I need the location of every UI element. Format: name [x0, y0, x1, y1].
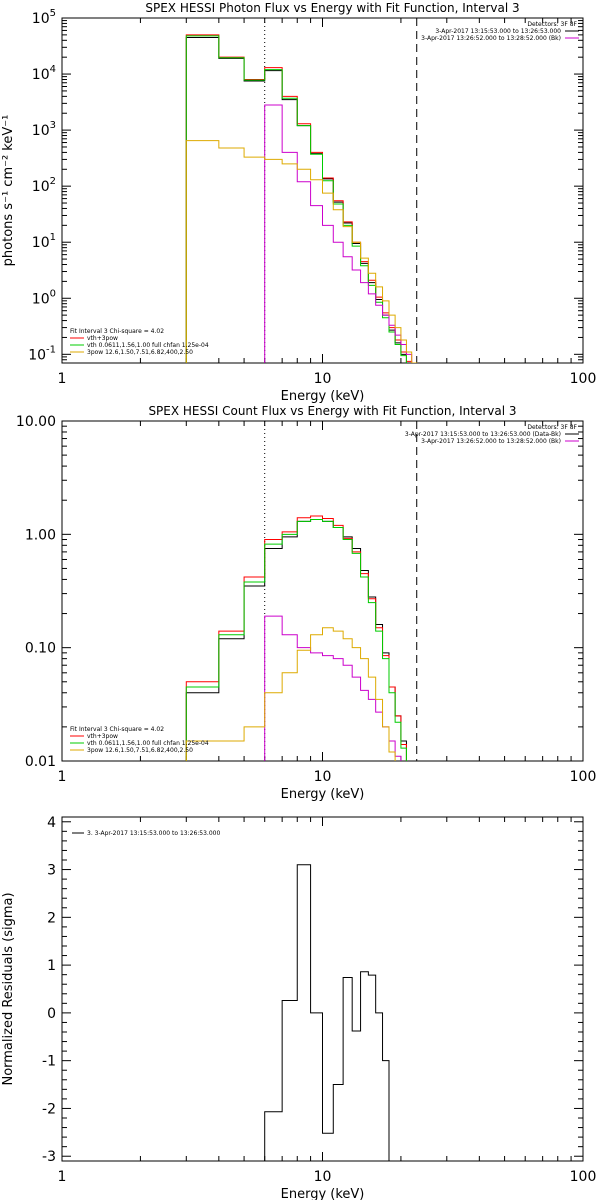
y-tick-base: 10	[32, 235, 50, 251]
legend-entry: vth+3pow	[87, 335, 118, 342]
legend-heading: Fit Interval 3 Chi-square = 4.02	[70, 726, 164, 733]
y-tick-label: -1	[42, 1054, 56, 1070]
series-line-1	[185, 519, 413, 761]
x-tick-label: 10	[314, 769, 332, 785]
y-tick-label: 0.10	[25, 641, 56, 657]
y-tick-label: 3	[47, 863, 56, 879]
legend-heading: Fit Interval 3 Chi-square = 4.02	[70, 328, 164, 335]
series-line-2	[185, 34, 413, 363]
y-tick-label: 103	[32, 120, 56, 139]
chart-title: SPEX HESSI Photon Flux vs Energy with Fi…	[145, 1, 519, 15]
y-tick-base: 10	[32, 123, 50, 139]
x-tick-label: 100	[570, 371, 597, 387]
y-tick-base: 10	[32, 179, 50, 195]
y-tick-label: 1.00	[25, 527, 56, 543]
y-tick-exponent: 4	[50, 64, 56, 75]
panel-2: 1 10 100 Energy (keV) 0.01 0.10 1.00 10.00 SPEX …	[16, 404, 596, 802]
y-tick-label: -2	[42, 1101, 56, 1117]
y-tick-base: 10	[32, 67, 50, 83]
plot-frame	[61, 420, 584, 762]
x-axis-label: Energy (keV)	[281, 787, 365, 802]
legend-entry: vth 0.0611,1.56,1.00 full chfan 1.25e-04	[87, 342, 209, 349]
series-line-2	[185, 515, 407, 761]
header-interval-label: 3-Apr-2017 13:15:53.000 to 13:26:53.000 …	[405, 431, 561, 438]
header-interval-label: 3-Apr-2017 13:15:53.000 to 13:26:53.000	[435, 28, 561, 35]
y-tick-label: 104	[32, 64, 56, 83]
series-line-5	[185, 140, 418, 363]
series-line-4	[264, 615, 402, 761]
legend-entry: vth+3pow	[87, 733, 118, 740]
detectors-label: Detectors: 3F 8F	[527, 21, 577, 28]
x-tick-label: 1	[58, 769, 67, 785]
series-line-3	[185, 35, 407, 363]
x-tick-label: 10	[314, 371, 332, 387]
x-tick-label: 10	[314, 1169, 332, 1185]
legend-entry: vth 0.0611,1.56,1.00 full chfan 1.25e-04	[87, 740, 209, 747]
chart-title: SPEX HESSI Count Flux vs Energy with Fit…	[148, 404, 516, 418]
detectors-label: Detectors: 3F 8F	[527, 424, 577, 431]
y-tick-label: 101	[32, 232, 56, 251]
series-line-4	[264, 104, 418, 363]
y-tick-label: -3	[42, 1149, 56, 1165]
y-tick-label: 2	[47, 910, 56, 926]
y-tick-label: 4	[47, 815, 56, 831]
series-group	[185, 34, 418, 363]
x-tick-label: 1	[58, 1169, 67, 1185]
y-tick-exponent: 1	[50, 232, 56, 243]
series-line-1	[185, 36, 407, 363]
legend-entry: 3. 3-Apr-2017 13:15:53.000 to 13:26:53.0…	[87, 830, 220, 837]
y-tick-label: 10.00	[16, 414, 56, 430]
y-tick-label: 10-1	[28, 344, 56, 363]
x-tick-label: 1	[58, 371, 67, 387]
legend-entry: 3pow 12.6,1.50,7.51,6.82,400,2.50	[87, 747, 193, 754]
series-line-3	[185, 519, 407, 761]
y-tick-label: 105	[32, 8, 56, 27]
header-interval-label: 3-Apr-2017 13:26:52.000 to 13:28:52.000 …	[421, 35, 561, 42]
y-tick-exponent: -1	[46, 344, 56, 355]
series-line-5	[185, 627, 396, 761]
y-tick-label: 0.01	[25, 754, 56, 770]
y-tick-label: 100	[32, 288, 56, 307]
y-tick-exponent: 2	[50, 176, 56, 187]
x-tick-label: 100	[570, 1169, 597, 1185]
y-tick-base: 10	[32, 11, 50, 27]
header-interval-label: 3-Apr-2017 13:26:52.000 to 13:28:52.000 …	[421, 438, 561, 445]
legend-entry: 3pow 12.6,1.50,7.51,6.82,400,2.50	[87, 349, 193, 356]
x-tick-label: 100	[570, 769, 597, 785]
series-group	[264, 864, 390, 1161]
y-tick-base: 10	[28, 347, 46, 363]
y-tick-label: 0	[47, 1006, 56, 1022]
y-tick-label: 1	[47, 958, 56, 974]
y-tick-exponent: 0	[50, 288, 56, 299]
x-axis-label: Energy (keV)	[281, 389, 365, 404]
y-tick-exponent: 5	[50, 8, 56, 19]
y-axis-label: Normalized Residuals (sigma)	[1, 892, 16, 1085]
y-tick-base: 10	[32, 291, 50, 307]
series-group	[185, 515, 413, 761]
y-axis-label: photons s⁻¹ cm⁻² keV⁻¹	[1, 115, 16, 267]
x-axis-label: Energy (keV)	[281, 1187, 365, 1200]
y-tick-exponent: 3	[50, 120, 56, 131]
series-line-1	[264, 864, 390, 1161]
panel-3: 1 10 100 Energy (keV) -3 -2 -1 0 1 2 3 4 Normalized …	[1, 815, 596, 1200]
y-tick-label: 102	[32, 176, 56, 195]
